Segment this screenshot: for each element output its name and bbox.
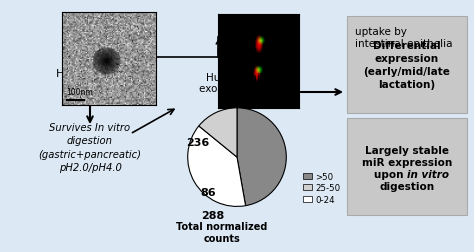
FancyBboxPatch shape: [347, 118, 467, 215]
Wedge shape: [199, 108, 237, 158]
Wedge shape: [188, 127, 246, 207]
Text: 100nm: 100nm: [66, 88, 92, 97]
Text: Survives In vitro
digestion
(gastric+pancreatic)
pH2.0/pH4.0: Survives In vitro digestion (gastric+pan…: [38, 123, 142, 172]
Text: 288: 288: [201, 210, 224, 220]
Text: 236: 236: [186, 138, 209, 148]
Text: Human milk
exosome: Human milk exosome: [56, 69, 124, 90]
Text: in vitro: in vitro: [407, 170, 449, 180]
Text: Differential
expression
(early/mid/late
lactation): Differential expression (early/mid/late …: [364, 41, 450, 90]
Text: upon: upon: [374, 170, 407, 180]
Title: Human milk
exosome miRs: Human milk exosome miRs: [199, 73, 275, 94]
Text: 86: 86: [201, 187, 217, 197]
Text: Largely stable: Largely stable: [365, 146, 449, 156]
Wedge shape: [237, 108, 286, 206]
Text: uptake by
intestinal epithelia: uptake by intestinal epithelia: [355, 27, 453, 49]
Text: miR expression: miR expression: [362, 158, 452, 168]
FancyBboxPatch shape: [347, 17, 467, 114]
Legend: >50, 25-50, 0-24: >50, 25-50, 0-24: [303, 172, 340, 204]
Text: Total normalized
counts: Total normalized counts: [176, 221, 268, 243]
Text: digestion: digestion: [380, 182, 435, 192]
